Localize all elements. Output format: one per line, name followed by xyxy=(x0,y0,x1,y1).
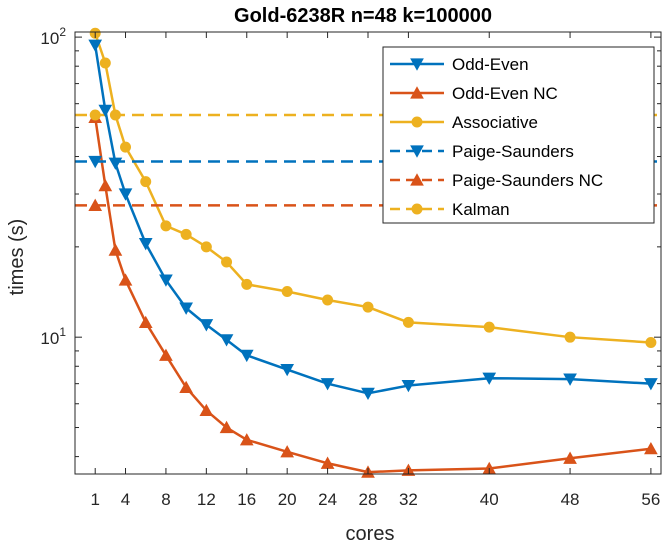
series-point-2-11 xyxy=(322,294,334,306)
legend-label-4: Paige-Saunders NC xyxy=(452,171,603,190)
x-tick-label-1: 4 xyxy=(121,490,130,509)
series-point-0-0 xyxy=(88,39,103,52)
legend-box xyxy=(382,46,655,224)
series-point-0-9 xyxy=(239,349,254,363)
legend-label-3: Paige-Saunders xyxy=(452,142,574,161)
series-point-1-7 xyxy=(199,403,214,417)
series-point-1-16 xyxy=(644,441,658,455)
x-tick-label-4: 16 xyxy=(237,490,256,509)
y-tick-label-0: 101 xyxy=(40,325,66,348)
y-tick-label-exponent-0: 1 xyxy=(59,325,66,339)
series-point-1-5 xyxy=(159,348,173,361)
legend-marker-4 xyxy=(410,173,424,186)
series-point-2-14 xyxy=(483,321,495,333)
x-tick-label-7: 28 xyxy=(359,490,378,509)
series-point-0-2 xyxy=(108,157,123,170)
series-point-2-12 xyxy=(362,301,374,313)
legend-marker-0 xyxy=(410,58,424,71)
series-point-2-13 xyxy=(402,316,414,328)
series-point-0-13 xyxy=(401,379,416,393)
x-tick-label-6: 24 xyxy=(318,490,337,509)
legend-label-2: Associative xyxy=(452,113,538,132)
series-point-0-16 xyxy=(644,378,658,391)
chart-title: Gold-6238R n=48 k=100000 xyxy=(234,5,492,27)
series-point-0-4 xyxy=(138,238,153,251)
legend-marker-3 xyxy=(410,145,424,158)
x-axis-ticks: 1 4 8 12 16 20 24 28 32 40 48 56 xyxy=(90,32,660,509)
series-point-0-1 xyxy=(98,104,113,118)
x-axis-label: cores xyxy=(346,523,395,545)
series-point-3-0 xyxy=(88,155,103,169)
x-tick-label-10: 48 xyxy=(561,490,580,509)
legend-marker-1 xyxy=(410,86,424,99)
y-tick-label-base-1: 10 xyxy=(40,29,59,48)
series-point-0-14 xyxy=(482,372,497,385)
series-point-0-5 xyxy=(159,274,173,287)
legend-label-1: Odd-Even NC xyxy=(452,84,558,103)
x-tick-label-0: 1 xyxy=(90,490,99,509)
x-tick-label-9: 40 xyxy=(480,490,499,509)
series-point-0-11 xyxy=(320,378,335,391)
legend: Odd-Even Odd-Even NC Associative Paige-Saun… xyxy=(382,46,655,224)
series-point-1-3 xyxy=(118,273,133,286)
x-tick-label-5: 20 xyxy=(278,490,297,509)
series-point-0-10 xyxy=(280,363,295,377)
series-point-1-10 xyxy=(280,445,295,458)
legend-label-0: Odd-Even xyxy=(452,55,529,74)
series-point-1-8 xyxy=(219,420,234,434)
series-point-2-8 xyxy=(221,256,233,268)
series-point-1-2 xyxy=(108,243,123,256)
plot-markers xyxy=(88,27,658,478)
legend-marker-2 xyxy=(411,116,423,128)
series-point-2-1 xyxy=(99,57,111,69)
series-point-0-7 xyxy=(199,319,214,332)
y-axis-label: times (s) xyxy=(6,219,28,296)
series-point-0-3 xyxy=(118,188,133,201)
series-point-0-15 xyxy=(563,373,577,386)
series-point-1-9 xyxy=(239,433,254,446)
legend-marker-5 xyxy=(411,203,423,215)
series-point-0-8 xyxy=(219,334,234,347)
series-point-5-0 xyxy=(89,109,101,121)
y-tick-label-1: 102 xyxy=(40,25,66,48)
series-point-4-0 xyxy=(88,198,103,211)
series-point-2-9 xyxy=(241,278,253,290)
series-point-0-6 xyxy=(179,302,193,315)
series-point-0-12 xyxy=(361,387,375,401)
y-tick-label-exponent-1: 2 xyxy=(59,25,66,39)
series-point-2-6 xyxy=(180,228,192,240)
series-point-1-4 xyxy=(138,315,153,329)
x-tick-label-3: 12 xyxy=(197,490,216,509)
x-tick-label-11: 56 xyxy=(641,490,660,509)
series-point-2-7 xyxy=(200,241,212,253)
series-point-2-10 xyxy=(281,285,293,297)
series-point-2-16 xyxy=(645,337,657,349)
series-point-2-5 xyxy=(160,220,172,232)
series-point-2-2 xyxy=(109,109,121,121)
legend-label-5: Kalman xyxy=(452,200,510,219)
series-point-2-3 xyxy=(120,141,132,153)
series-point-1-1 xyxy=(98,178,113,192)
series-point-2-15 xyxy=(564,331,576,343)
x-tick-label-2: 8 xyxy=(161,490,170,509)
series-point-1-6 xyxy=(179,380,193,394)
series-point-1-15 xyxy=(563,451,577,464)
x-tick-label-8: 32 xyxy=(399,490,418,509)
y-tick-label-base-0: 10 xyxy=(40,329,59,348)
series-point-2-4 xyxy=(140,176,152,188)
